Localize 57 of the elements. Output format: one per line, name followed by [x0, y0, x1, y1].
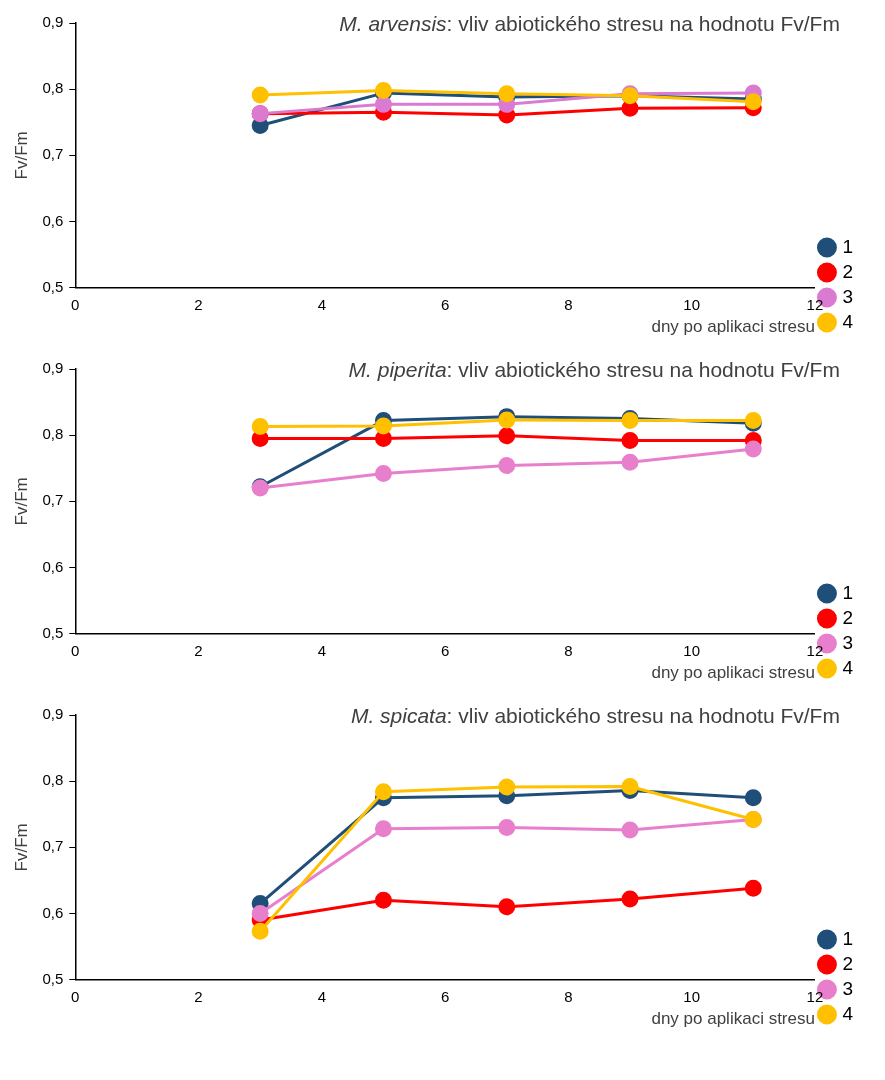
- x-tick-label: 12: [806, 295, 824, 313]
- y-tick-label: 0,8: [42, 425, 64, 443]
- y-tick-label: 0,9: [42, 359, 64, 377]
- legend-label: 1: [842, 927, 854, 949]
- x-tick-label: 8: [564, 987, 573, 1005]
- y-tick-label: 0,6: [42, 211, 64, 229]
- x-tick-label: 10: [683, 295, 700, 313]
- x-axis-title: dny po aplikaci stresu: [651, 1009, 815, 1029]
- legend-label: 3: [842, 631, 854, 653]
- y-tick-label: 0,5: [42, 277, 64, 295]
- x-tick-label: 2: [194, 295, 203, 313]
- y-axis-title: Fv/Fm: [11, 477, 31, 526]
- legend-label: 2: [842, 952, 854, 974]
- x-tick-label: 6: [440, 641, 450, 659]
- x-tick-label: 0: [71, 295, 80, 313]
- legend-label: 1: [842, 581, 854, 603]
- y-tick-label: 0,6: [42, 557, 64, 575]
- x-tick-label: 0: [71, 987, 80, 1005]
- legend-label: 1: [842, 235, 854, 257]
- x-tick-label: 6: [440, 295, 450, 313]
- y-tick-label: 0,5: [42, 623, 64, 641]
- y-tick-label: 0,7: [42, 837, 64, 855]
- y-tick-label: 0,9: [42, 13, 64, 31]
- y-tick-label: 0,8: [42, 771, 64, 789]
- legend-label: 4: [842, 310, 854, 332]
- x-axis-title: dny po aplikaci stresu: [651, 317, 815, 337]
- x-tick-label: 4: [317, 295, 326, 313]
- y-tick-label: 0,7: [42, 145, 64, 163]
- x-tick-label: 4: [317, 987, 326, 1005]
- x-tick-label: 8: [564, 295, 573, 313]
- x-tick-label: 6: [440, 987, 450, 1005]
- chart-title: M. spicata: vliv abiotického stresu na hodnotu Fv/Fm: [350, 703, 840, 727]
- legend-label: 2: [842, 606, 854, 628]
- legend-label: 3: [842, 285, 854, 307]
- x-tick-label: 2: [194, 987, 203, 1005]
- chart-title: M. piperita: vliv abiotického stresu na hodnotu Fv/Fm: [348, 357, 840, 381]
- x-tick-label: 2: [194, 641, 203, 659]
- y-axis-title: Fv/Fm: [11, 823, 31, 872]
- legend-label: 3: [842, 977, 854, 999]
- legend-label: 4: [842, 656, 854, 678]
- x-tick-label: 4: [317, 641, 326, 659]
- x-tick-label: 10: [683, 641, 700, 659]
- x-axis-title: dny po aplikaci stresu: [651, 663, 815, 683]
- y-axis-title: Fv/Fm: [11, 131, 31, 180]
- x-tick-label: 12: [806, 641, 824, 659]
- x-tick-label: 8: [564, 641, 573, 659]
- legend-label: 4: [842, 1002, 854, 1024]
- y-tick-label: 0,8: [42, 79, 64, 97]
- x-tick-label: 0: [71, 641, 80, 659]
- y-tick-label: 0,5: [42, 969, 64, 987]
- y-tick-label: 0,6: [42, 903, 64, 921]
- chart-title: M. arvensis: vliv abiotického stresu na hodnotu Fv/Fm: [339, 11, 840, 35]
- legend-label: 2: [842, 260, 854, 282]
- x-tick-label: 12: [806, 987, 824, 1005]
- y-tick-label: 0,9: [42, 705, 64, 723]
- x-tick-label: 10: [683, 987, 700, 1005]
- y-tick-label: 0,7: [42, 491, 64, 509]
